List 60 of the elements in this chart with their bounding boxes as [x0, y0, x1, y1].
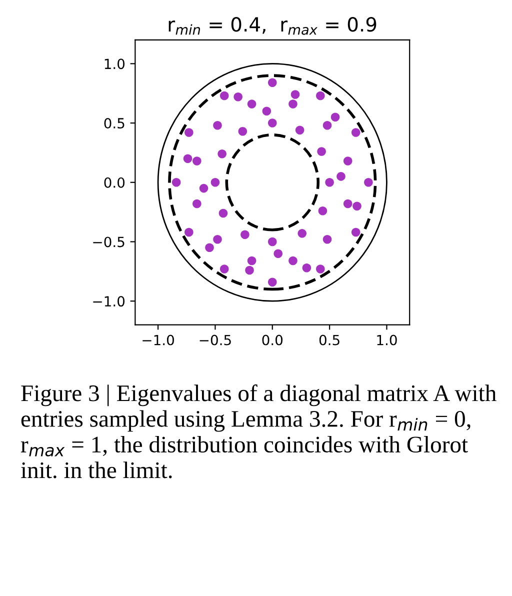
y-tick-label: 0.5	[104, 118, 124, 128]
point	[316, 264, 325, 274]
point	[336, 172, 346, 181]
point	[268, 237, 277, 246]
point	[238, 126, 248, 136]
x-tick-label: −0.5	[200, 334, 231, 346]
chart-title: r$_{min}$ = 0.4, r$_{max}$ = 0.9	[168, 17, 376, 35]
point	[316, 91, 325, 100]
point	[295, 126, 304, 135]
point	[317, 147, 326, 156]
point	[268, 78, 277, 88]
point	[172, 178, 181, 187]
x-tick-label: −1.0	[142, 334, 174, 346]
point	[262, 106, 272, 116]
point	[318, 206, 328, 216]
point	[210, 178, 220, 187]
point	[183, 154, 192, 164]
point	[343, 199, 352, 208]
point	[184, 128, 194, 137]
point	[322, 121, 332, 130]
point	[218, 149, 226, 158]
point	[325, 178, 334, 187]
point	[245, 266, 254, 275]
point	[268, 118, 277, 128]
point	[205, 243, 214, 252]
y-tick-label: −1.0	[93, 296, 125, 307]
point	[364, 178, 373, 187]
point	[213, 234, 222, 244]
point	[192, 199, 202, 208]
point	[288, 256, 298, 266]
y-tick-label: −0.5	[93, 236, 124, 248]
point	[192, 156, 202, 166]
y-tick-label: 1.0	[104, 58, 125, 70]
y-tick-label: 0.0	[104, 177, 125, 188]
point	[234, 92, 242, 102]
point	[290, 90, 300, 99]
point	[184, 228, 194, 237]
point	[302, 263, 312, 272]
point	[343, 156, 352, 166]
point	[218, 208, 228, 218]
point	[288, 100, 298, 108]
point	[352, 202, 362, 211]
point	[274, 249, 282, 258]
point	[247, 256, 256, 266]
point	[199, 184, 208, 193]
text: Figure 3 | Eigenvalues of a diagonal matrix A with entries sampled using Lemma 3.2. For r$_{min}$ = 0, r$_{max}$ = 1, the distribution coincides with Glorot init. in the limit.	[20, 384, 496, 478]
point	[322, 234, 332, 244]
point	[351, 128, 360, 137]
point	[351, 228, 360, 237]
point	[247, 100, 256, 108]
point	[220, 91, 229, 100]
point	[213, 121, 222, 130]
point	[240, 230, 250, 239]
x-tick-label: 1.0	[377, 334, 397, 346]
x-tick-label: 0.5	[319, 334, 340, 346]
point	[330, 112, 340, 122]
x-tick-label: 0.0	[262, 334, 283, 346]
point	[268, 278, 277, 286]
point	[298, 229, 307, 238]
point	[220, 264, 229, 274]
